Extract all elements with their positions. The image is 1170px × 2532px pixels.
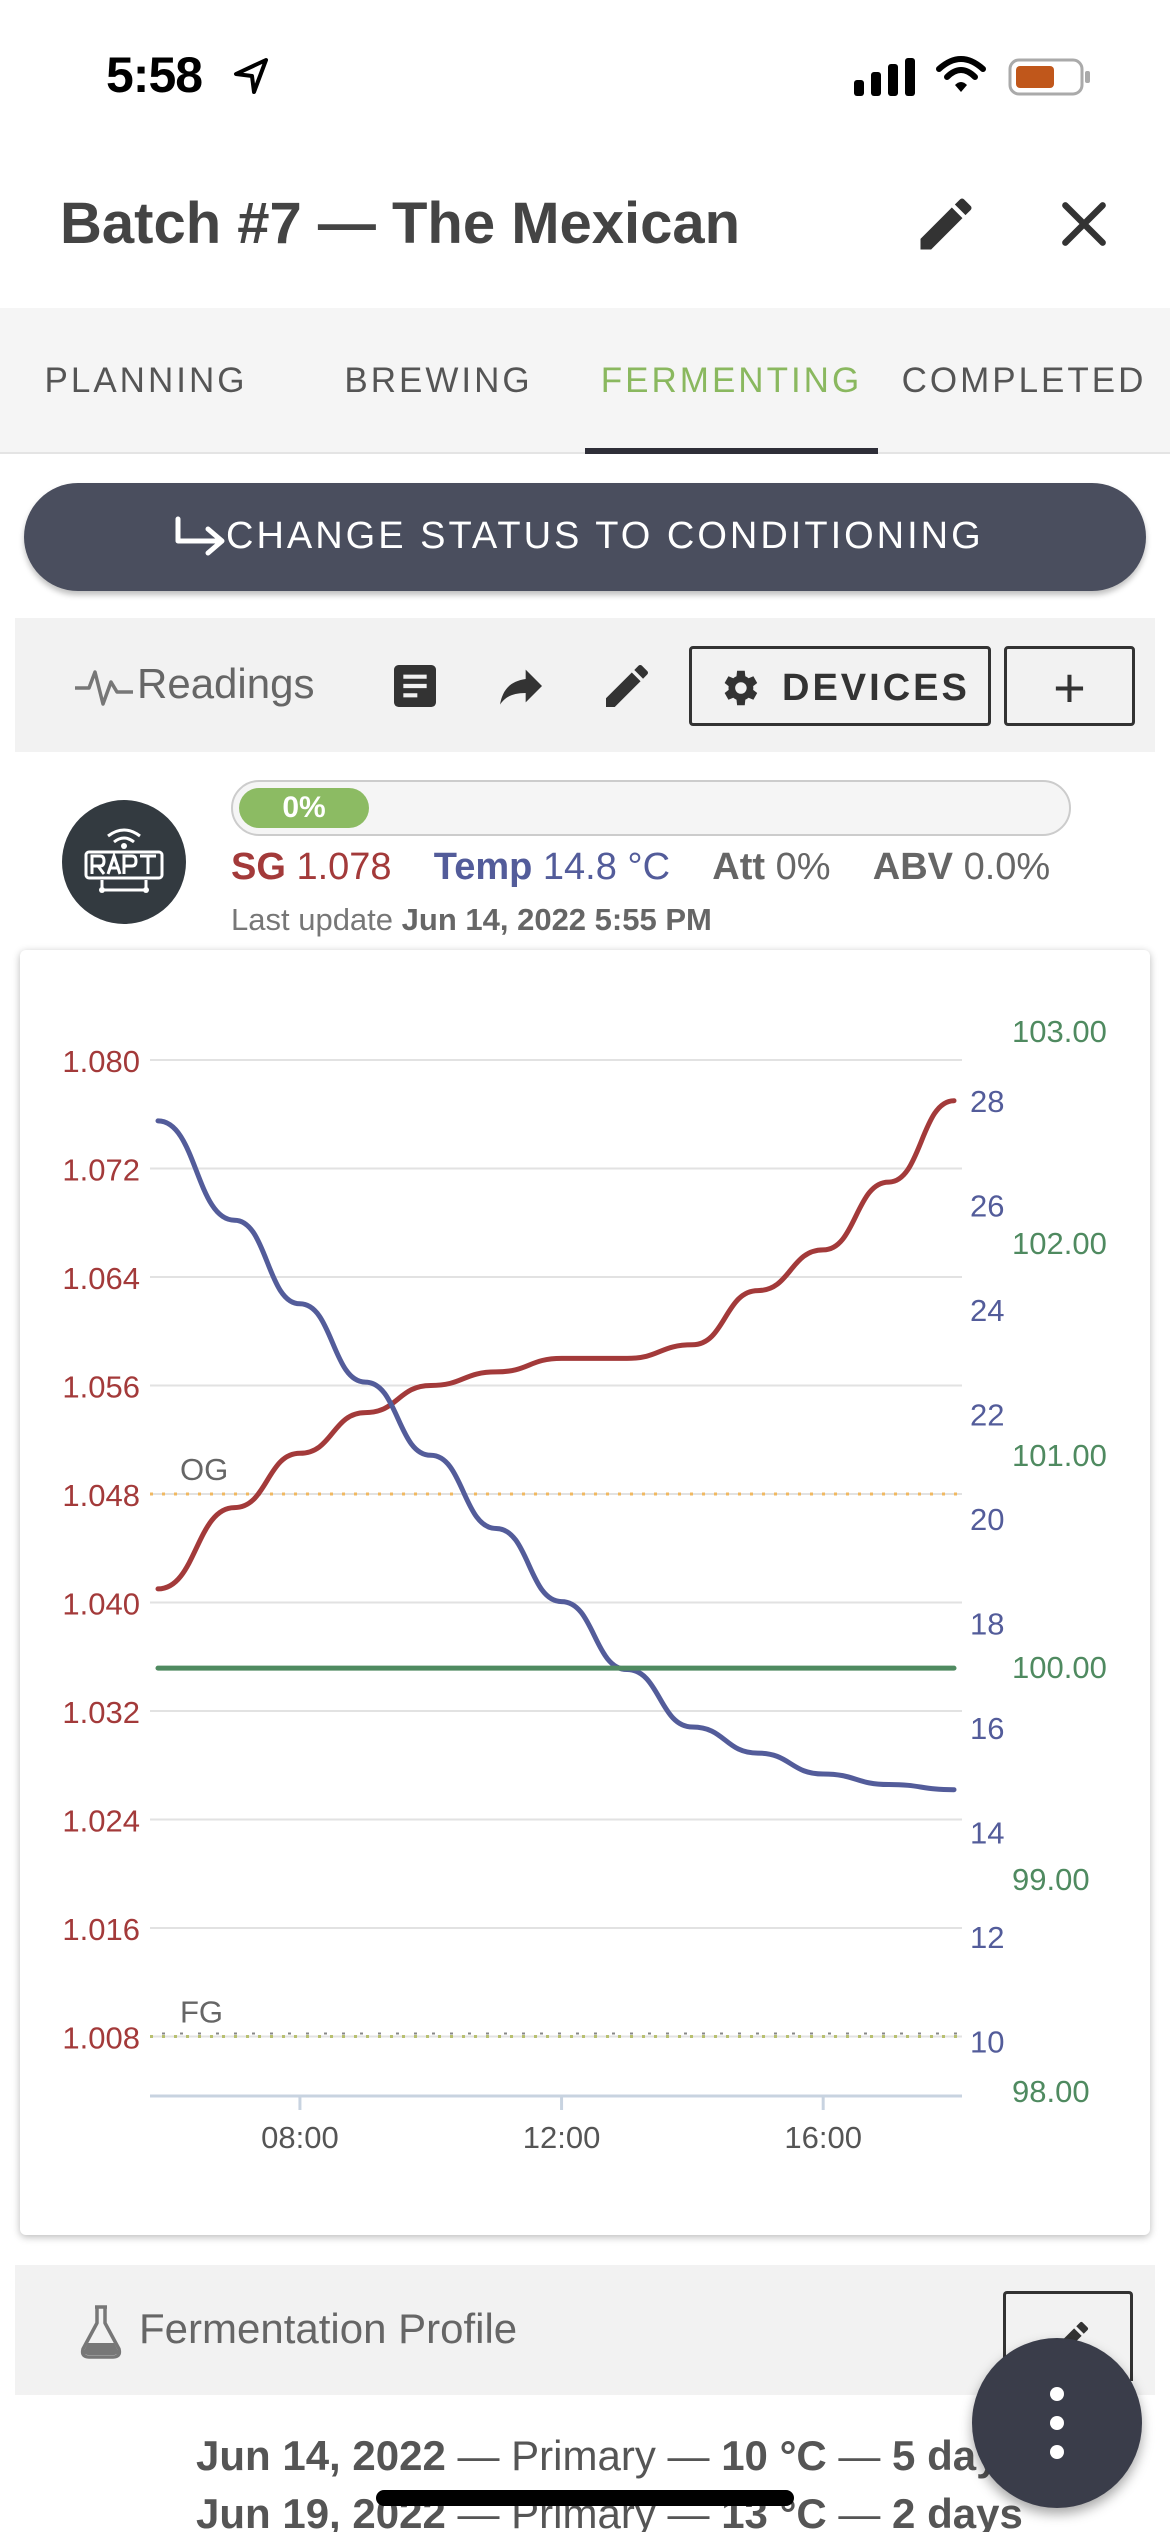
flask-icon (80, 2305, 122, 2359)
x-axis-tick: 16:00 (784, 2120, 862, 2155)
step-date: Jun 14, 2022 (196, 2432, 446, 2479)
notes-icon[interactable] (387, 658, 443, 714)
temp-axis-tick: 16 (970, 1711, 1004, 1746)
last-update: Last update Jun 14, 2022 5:55 PM (231, 902, 712, 938)
progress-fill: 0% (239, 788, 369, 828)
devices-button[interactable]: DEVICES (689, 646, 991, 726)
sg-axis-tick: 1.008 (62, 2021, 140, 2056)
readings-chart-card: 1.080 1.072 1.064 1.056 1.048 1.040 1.032 1.024… (20, 950, 1150, 2235)
x-axis-tick: 12:00 (523, 2120, 601, 2155)
third-axis-tick: 99.00 (1012, 1862, 1090, 1897)
status-time: 5:58 (106, 47, 203, 103)
x-axis-tick: 08:00 (261, 2120, 339, 2155)
change-status-label: CHANGE STATUS TO CONDITIONING (226, 515, 984, 557)
battery-icon (1008, 58, 1090, 96)
pulse-icon (75, 670, 133, 706)
third-axis-tick: 100.00 (1012, 1650, 1107, 1685)
third-axis-tick: 101.00 (1012, 1438, 1107, 1473)
status-tabs: PLANNING BREWING FERMENTING COMPLETED (0, 308, 1170, 454)
step-temp: 10 °C (721, 2432, 827, 2479)
home-indicator (376, 2490, 794, 2506)
status-bar: 5:58 (0, 0, 1170, 150)
sg-axis-tick: 1.016 (62, 1912, 140, 1947)
temp-series-line (155, 1118, 957, 1793)
readings-chart: 1.080 1.072 1.064 1.056 1.048 1.040 1.032 1.024… (62, 1014, 1107, 2155)
sg-axis-tick: 1.048 (62, 1478, 140, 1513)
profile-step: Jun 14, 2022 — Primary — 10 °C — 5 days (196, 2432, 1023, 2479)
edit-batch-icon[interactable] (912, 190, 980, 258)
sg-axis-tick: 1.080 (62, 1044, 140, 1079)
temp-axis-tick: 12 (970, 1920, 1004, 1955)
edit-icon[interactable] (599, 658, 655, 714)
last-update-value: Jun 14, 2022 5:55 PM (401, 902, 712, 937)
temp-axis-tick: 24 (970, 1293, 1004, 1328)
att-label: Att (712, 846, 766, 888)
arrow-right-icon (175, 516, 225, 556)
profile-title: Fermentation Profile (139, 2305, 518, 2352)
sg-label: SG (231, 846, 286, 888)
more-options-button[interactable] (972, 2338, 1142, 2508)
add-reading-button[interactable]: + (1004, 646, 1135, 726)
temp-axis-tick: 22 (970, 1398, 1004, 1433)
sg-series-line (155, 1098, 957, 1592)
step-duration: 2 days (892, 2490, 1023, 2532)
tab-fermenting[interactable]: FERMENTING (600, 361, 863, 400)
og-label: OG (180, 1452, 228, 1487)
share-icon[interactable] (493, 658, 549, 714)
temp-value: 14.8 °C (542, 846, 671, 888)
devices-label: DEVICES (782, 667, 970, 709)
third-axis-tick: 102.00 (1012, 1226, 1107, 1261)
app-header: Batch #7 — The Mexican (0, 150, 1170, 308)
add-label: + (1053, 656, 1086, 719)
tab-brewing[interactable]: BREWING (344, 361, 533, 400)
wifi-icon (936, 56, 986, 92)
third-axis-tick: 98.00 (1012, 2074, 1090, 2109)
gear-icon (724, 670, 758, 706)
sg-axis-tick: 1.072 (62, 1153, 140, 1188)
sg-value: 1.078 (296, 846, 392, 888)
sg-axis-tick: 1.032 (62, 1695, 140, 1730)
readings-toolbar: Readings DEVICES + (15, 618, 1155, 752)
last-update-label: Last update (231, 902, 394, 937)
sg-axis-tick: 1.040 (62, 1587, 140, 1622)
location-arrow-icon (234, 58, 268, 94)
temp-axis-tick: 28 (970, 1084, 1004, 1119)
sg-axis-tick: 1.024 (62, 1804, 140, 1839)
fermentation-profile-bar: Fermentation Profile (15, 2265, 1155, 2395)
att-value: 0% (775, 846, 831, 888)
abv-label: ABV (872, 846, 953, 888)
abv-value: 0.0% (963, 846, 1051, 888)
attenuation-progress: 0% (231, 780, 1071, 836)
temp-axis-tick: 20 (970, 1502, 1004, 1537)
readings-label: Readings (137, 660, 315, 707)
temp-axis-tick: 14 (970, 1816, 1004, 1851)
step-phase: Primary (511, 2432, 656, 2479)
cellular-signal-icon (854, 58, 915, 96)
change-status-button[interactable]: CHANGE STATUS TO CONDITIONING (24, 483, 1146, 591)
sg-axis-tick: 1.064 (62, 1261, 140, 1296)
temp-axis-tick: 18 (970, 1607, 1004, 1642)
temp-axis-tick: 10 (970, 2025, 1004, 2060)
rapt-logo (62, 800, 186, 924)
page-title: Batch #7 — The Mexican (60, 191, 741, 256)
third-axis-tick: 103.00 (1012, 1014, 1107, 1049)
close-icon[interactable] (1052, 192, 1116, 256)
fg-label: FG (180, 1995, 223, 2030)
tab-planning[interactable]: PLANNING (44, 361, 248, 400)
sg-axis-tick: 1.056 (62, 1370, 140, 1405)
temp-label: Temp (433, 846, 533, 888)
temp-axis-tick: 26 (970, 1189, 1004, 1224)
tab-completed[interactable]: COMPLETED (901, 361, 1147, 400)
active-tab-indicator (585, 448, 878, 454)
device-metrics: SG 1.078 Temp 14.8 °C Att 0% ABV 0.0% (231, 846, 1050, 889)
more-vertical-icon (1050, 2387, 1064, 2459)
